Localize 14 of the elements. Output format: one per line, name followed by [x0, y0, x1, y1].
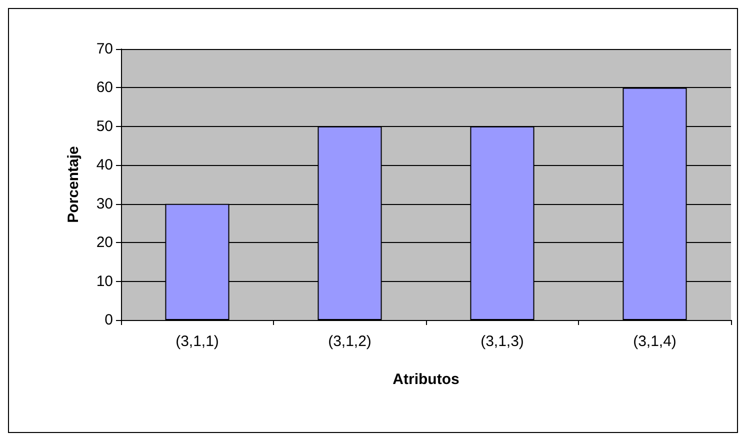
x-tick-label: (3,1,2): [328, 333, 372, 350]
y-tick-label: 20: [96, 234, 113, 252]
y-tick-label: 50: [96, 118, 113, 135]
y-tick-label: 70: [96, 40, 113, 58]
x-tick-label: (3,1,4): [633, 333, 676, 350]
y-tick-label: 60: [96, 79, 113, 96]
x-tick-label: (3,1,1): [176, 333, 219, 350]
y-tick-label: 30: [96, 195, 113, 212]
x-tick-label: (3,1,3): [480, 333, 524, 350]
y-tick-label: 0: [104, 312, 113, 328]
x-axis-title: Atributos: [392, 371, 460, 388]
y-tick-label: 40: [96, 156, 113, 174]
y-axis-title: Porcentaje: [65, 146, 82, 223]
y-tick-label: 10: [96, 272, 113, 290]
